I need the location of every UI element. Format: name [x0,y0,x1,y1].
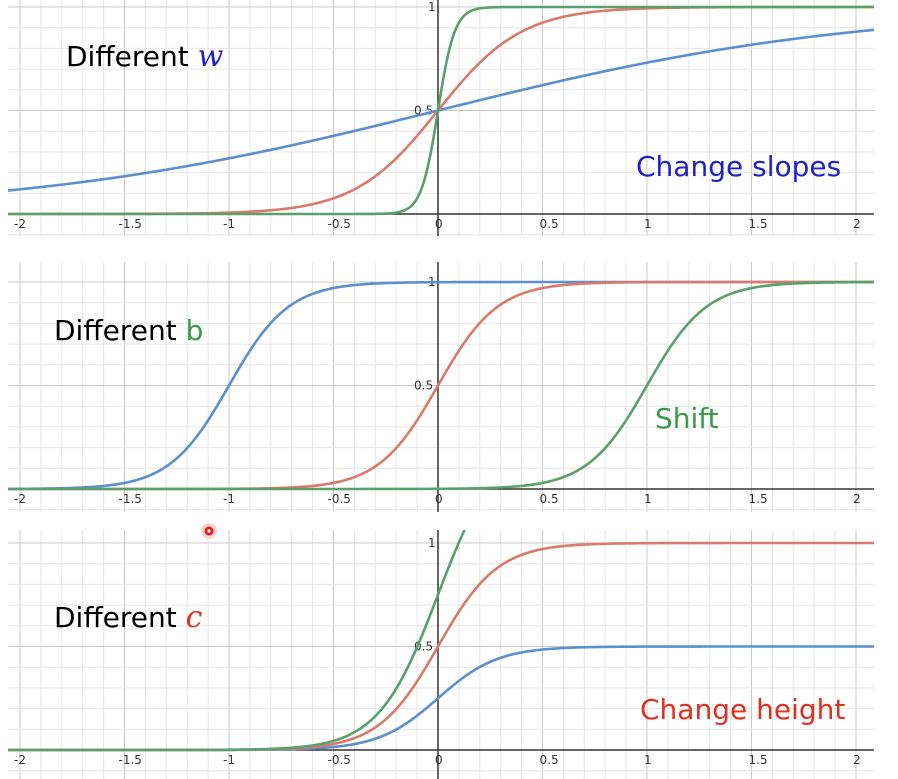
panel-title-text: Different [54,314,186,347]
panel-title-text: Different [66,40,198,73]
x-tick-label: -0.5 [328,753,351,767]
panel-annotation: Shift [655,402,719,435]
series-line-1 [8,28,874,192]
series-line-3 [8,530,466,752]
x-tick-label: 1.5 [749,492,768,506]
x-tick-label: -1.5 [119,217,142,231]
grid [8,262,874,512]
x-tick-label: 1.5 [749,217,768,231]
x-tick-label: 2 [853,217,861,231]
x-tick-label: -2 [14,492,26,506]
panel-title-text: Different [54,601,186,634]
cursor-marker-icon [201,523,217,539]
series-line-3 [8,280,874,491]
x-tick-label: 1 [644,217,652,231]
series-group [8,280,874,491]
panel-title-variable: b [186,314,204,347]
x-tick-label: 0 [435,753,443,767]
panel-title: Different c [54,600,203,635]
x-tick-label: -2 [14,217,26,231]
y-tick-label: 1 [428,536,436,550]
x-tick-label: -1 [223,217,235,231]
y-tick-label: 1 [428,0,436,14]
x-tick-label: 1 [644,492,652,506]
y-tick-label: 0.5 [414,379,433,393]
panel-title: Different b [54,314,203,347]
panel-annotation: Change slopes [636,150,841,183]
x-tick-label: 0 [435,217,443,231]
series-group [8,5,874,216]
panel-title-variable: w [198,39,224,74]
panel-title-variable: c [186,600,203,635]
series-group [8,530,874,752]
x-tick-label: 1 [644,753,652,767]
panel-annotation: Change height [640,693,845,726]
x-tick-label: 2 [853,492,861,506]
x-tick-label: -1 [223,492,235,506]
x-tick-label: -0.5 [328,492,351,506]
x-tick-label: 0.5 [540,217,559,231]
panel-title: Different w [66,39,224,74]
x-tick-label: 0.5 [540,753,559,767]
series-line-3 [8,5,874,216]
x-tick-label: 0.5 [540,492,559,506]
x-tick-label: -1.5 [119,753,142,767]
x-tick-label: 0 [435,492,443,506]
cursor-center [207,529,211,533]
grid [8,0,874,236]
x-tick-label: 2 [853,753,861,767]
x-tick-label: -1.5 [119,492,142,506]
x-tick-label: -2 [14,753,26,767]
x-tick-label: -1 [223,753,235,767]
x-tick-label: -0.5 [328,217,351,231]
x-tick-label: 1.5 [749,753,768,767]
